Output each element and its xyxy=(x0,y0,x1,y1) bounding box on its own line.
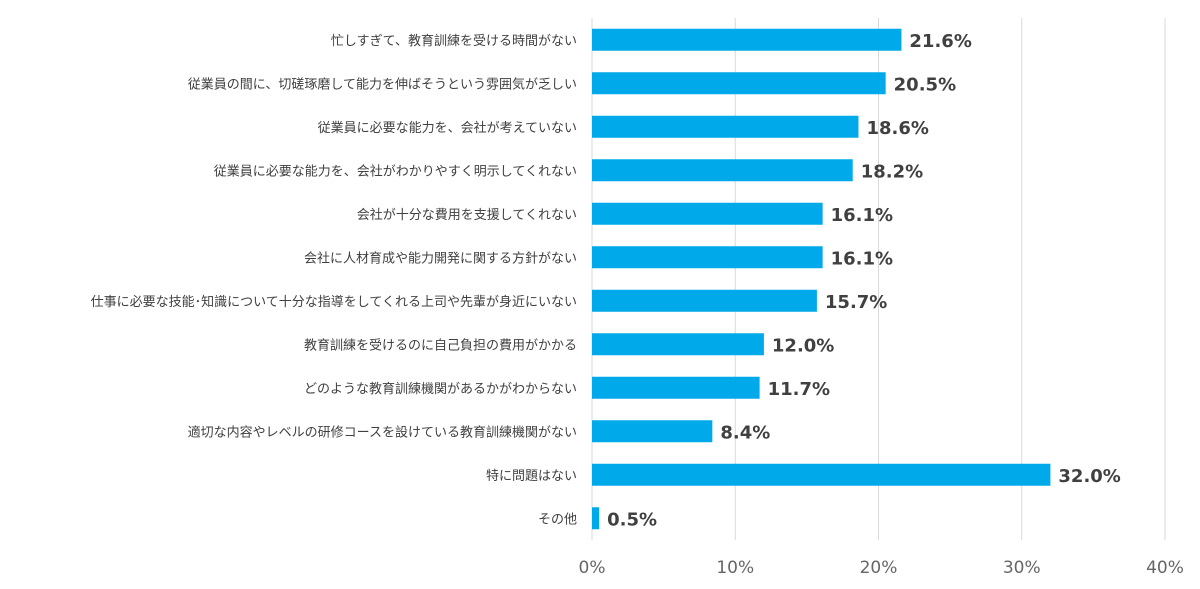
data-label: 21.6% xyxy=(909,31,971,52)
bar xyxy=(592,507,600,530)
data-label: 20.5% xyxy=(894,74,956,95)
bar xyxy=(592,28,902,51)
data-label: 12.0% xyxy=(772,335,834,356)
bar xyxy=(592,289,817,312)
bar xyxy=(592,333,764,356)
data-label: 18.2% xyxy=(861,161,923,182)
data-labels: 21.6% 20.5% 18.6% 18.2% 16.1% 16.1% 15.7% 12.0%… xyxy=(607,31,1121,531)
data-label: 16.1% xyxy=(831,248,893,269)
category-label: 会社が十分な費用を支援してくれない xyxy=(357,207,577,223)
x-tick-label: 40% xyxy=(1146,558,1184,578)
bars xyxy=(592,28,1051,530)
data-label: 32.0% xyxy=(1058,466,1120,487)
category-label: どのような教育訓練機関があるかがわからない xyxy=(304,381,577,397)
bar xyxy=(592,72,886,95)
category-label: 従業員の間に、切磋琢磨して能力を伸ばそうという雰囲気が乏しい xyxy=(188,76,577,92)
bar xyxy=(592,202,823,225)
category-label: 適切な内容やレベルの研修コースを設けている教育訓練機関がない xyxy=(188,424,577,440)
category-label: その他 xyxy=(538,512,577,527)
category-label: 忙しすぎて、教育訓練を受ける時間がない xyxy=(331,33,577,49)
category-labels: 忙しすぎて、教育訓練を受ける時間がない従業員の間に、切磋琢磨して能力を伸ばそうと… xyxy=(91,33,577,528)
bar xyxy=(592,159,853,182)
category-label: 従業員に必要な能力を、会社が考えていない xyxy=(318,120,577,136)
category-label: 特に問題はない xyxy=(486,469,577,484)
category-label: 従業員に必要な能力を、会社がわかりやすく明示してくれない xyxy=(214,163,577,179)
x-tick-label: 10% xyxy=(716,558,754,578)
category-label: 教育訓練を受けるのに自己負担の費用がかかる xyxy=(304,337,577,353)
bar xyxy=(592,246,823,269)
category-label: 仕事に必要な技能･知識について十分な指導をしてくれる上司や先輩が身近にいない xyxy=(91,294,577,310)
gridlines xyxy=(591,18,1166,540)
category-label: 会社に人材育成や能力開発に関する方針がない xyxy=(304,250,577,266)
bar xyxy=(592,420,713,443)
x-tick-label: 0% xyxy=(579,558,606,578)
data-label: 8.4% xyxy=(720,422,770,443)
data-label: 11.7% xyxy=(768,379,830,400)
bar xyxy=(592,463,1051,486)
x-tick-label: 20% xyxy=(860,558,898,578)
data-label: 15.7% xyxy=(825,292,887,313)
data-label: 0.5% xyxy=(607,509,657,530)
bar xyxy=(592,376,760,399)
data-label: 16.1% xyxy=(831,205,893,226)
x-tick-label: 30% xyxy=(1003,558,1041,578)
x-axis-tick-labels: 0% 10% 20% 30% 40% xyxy=(579,558,1184,578)
data-label: 18.6% xyxy=(866,118,928,139)
bar xyxy=(592,115,859,138)
